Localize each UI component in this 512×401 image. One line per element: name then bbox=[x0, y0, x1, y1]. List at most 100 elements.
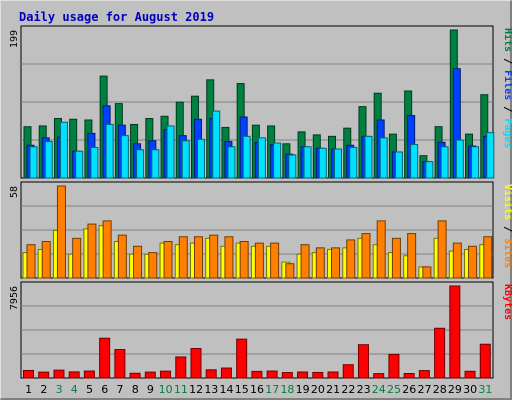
axis-legend: Hits / Files / Pages bbox=[502, 28, 512, 148]
day-label: 28 bbox=[433, 383, 447, 396]
bar-sites bbox=[209, 234, 219, 279]
bar-pages bbox=[242, 135, 251, 179]
bar-sites bbox=[452, 242, 462, 279]
bar-pages bbox=[349, 147, 358, 179]
bar-sites bbox=[163, 241, 173, 279]
bar-pages bbox=[257, 137, 266, 179]
day-label: 6 bbox=[101, 383, 108, 396]
bar-kbytes bbox=[449, 285, 461, 379]
bar-pages bbox=[364, 135, 373, 179]
day-label: 3 bbox=[56, 383, 63, 396]
y-max-label: 58 bbox=[9, 186, 20, 198]
bar-pages bbox=[455, 139, 464, 179]
bar-pages bbox=[379, 137, 388, 179]
bar-kbytes bbox=[479, 343, 491, 379]
bar-pages bbox=[440, 146, 449, 179]
panel-visits-sites: 58 Visits / Sites bbox=[9, 181, 512, 279]
bar-kbytes bbox=[357, 344, 369, 379]
bar-sites bbox=[407, 233, 417, 279]
bar-pages bbox=[166, 125, 175, 179]
bar-kbytes bbox=[342, 364, 354, 379]
bar-kbytes bbox=[281, 372, 293, 379]
bar-pages bbox=[486, 132, 495, 179]
day-label: 14 bbox=[220, 383, 234, 396]
bar-pages bbox=[75, 150, 84, 179]
bar-kbytes bbox=[327, 371, 339, 379]
axis-legend-part: / bbox=[502, 100, 512, 118]
bar-sites bbox=[468, 245, 478, 279]
bar-pages bbox=[318, 147, 327, 179]
bar-kbytes bbox=[205, 369, 217, 379]
axis-legend-part: Hits bbox=[502, 28, 512, 52]
axis-legend: Visits / Sites bbox=[502, 184, 512, 268]
bar-sites bbox=[346, 239, 356, 279]
bar-sites bbox=[331, 247, 341, 279]
day-label: 5 bbox=[86, 383, 93, 396]
panel-hits-files-pages: 199 Hits / Files / Pages bbox=[9, 25, 512, 179]
bar-pages bbox=[227, 146, 236, 179]
chart-panels: 199 Hits / Files / Pages 58 Visits / Sites 7… bbox=[9, 25, 512, 379]
bar-kbytes bbox=[297, 371, 309, 379]
bar-pages bbox=[196, 138, 205, 179]
bar-kbytes bbox=[220, 367, 232, 379]
axis-legend: KBytes bbox=[502, 284, 512, 320]
day-label: 15 bbox=[235, 383, 249, 396]
bar-kbytes bbox=[175, 356, 187, 379]
day-label: 8 bbox=[132, 383, 139, 396]
bar-kbytes bbox=[68, 371, 80, 379]
bar-pages bbox=[151, 149, 160, 179]
bar-kbytes bbox=[373, 373, 385, 379]
bar-kbytes bbox=[160, 370, 172, 379]
bar-sites bbox=[376, 220, 386, 279]
bar-pages bbox=[90, 147, 99, 179]
bar-pages bbox=[105, 123, 114, 179]
bar-sites bbox=[254, 242, 264, 279]
bar-sites bbox=[361, 233, 371, 279]
bar-sites bbox=[422, 266, 432, 279]
bar-kbytes bbox=[251, 370, 263, 379]
bar-sites bbox=[26, 244, 36, 279]
bar-sites bbox=[391, 237, 401, 279]
day-label: 27 bbox=[417, 383, 431, 396]
day-label: 13 bbox=[204, 383, 218, 396]
bar-pages bbox=[410, 144, 419, 179]
bar-sites bbox=[178, 236, 188, 279]
day-label: 18 bbox=[280, 383, 294, 396]
bar-pages bbox=[59, 121, 68, 179]
bar-sites bbox=[87, 223, 97, 279]
bar-kbytes bbox=[403, 372, 415, 379]
day-label: 31 bbox=[478, 383, 492, 396]
bar-sites bbox=[117, 234, 127, 279]
bar-kbytes bbox=[434, 327, 446, 379]
day-label: 20 bbox=[311, 383, 325, 396]
bar-sites bbox=[224, 236, 234, 279]
day-label: 10 bbox=[159, 383, 173, 396]
bar-sites bbox=[102, 220, 112, 279]
bar-pages bbox=[471, 146, 480, 179]
axis-legend-part: KBytes bbox=[502, 284, 512, 320]
bar-pages bbox=[212, 110, 221, 179]
bar-pages bbox=[120, 135, 129, 179]
bar-sites bbox=[315, 247, 325, 279]
bar-pages bbox=[273, 142, 282, 179]
day-label: 19 bbox=[296, 383, 310, 396]
x-axis-day-labels: 1 2 3 4 5 6 7 8 9 10 11 12 13 14 15 16 17 18 19 20 21 22 23 24 2… bbox=[25, 383, 492, 396]
day-label: 21 bbox=[326, 383, 340, 396]
day-label: 22 bbox=[341, 383, 355, 396]
panel-kbytes: 7956 KBytes bbox=[9, 281, 512, 379]
day-label: 23 bbox=[357, 383, 371, 396]
bar-pages bbox=[288, 154, 297, 179]
bar-sites bbox=[133, 245, 143, 279]
bar-kbytes bbox=[129, 372, 141, 379]
day-label: 1 bbox=[25, 383, 32, 396]
bar-kbytes bbox=[114, 349, 126, 379]
bar-kbytes bbox=[312, 371, 324, 379]
y-max-label: 7956 bbox=[9, 286, 20, 310]
bar-sites bbox=[41, 241, 51, 279]
bar-pages bbox=[181, 140, 190, 179]
axis-legend-part: / bbox=[502, 220, 512, 238]
bar-kbytes bbox=[266, 370, 278, 379]
bar-kbytes bbox=[236, 338, 248, 379]
